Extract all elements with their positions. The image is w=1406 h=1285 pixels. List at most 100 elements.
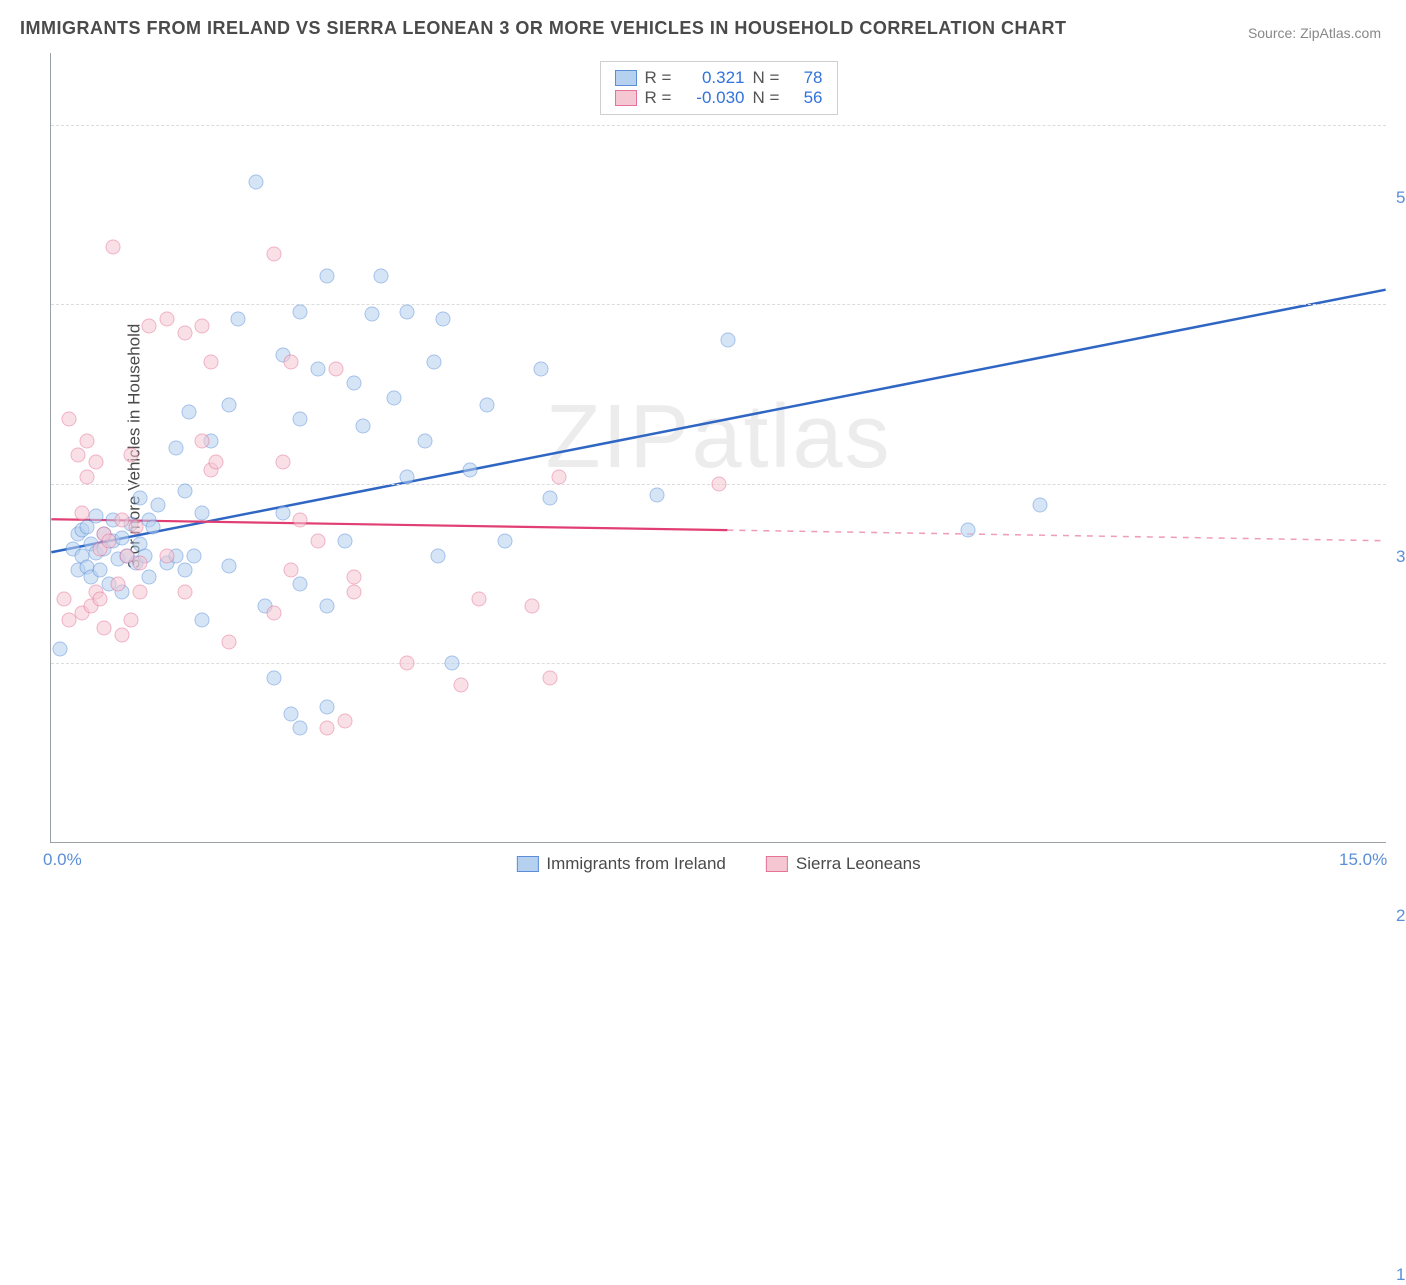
data-point-sierra <box>133 555 148 570</box>
r-value-sierra: -0.030 <box>685 88 745 108</box>
data-point-sierra <box>337 713 352 728</box>
data-point-sierra <box>177 326 192 341</box>
y-tick-label: 37.5% <box>1396 547 1406 567</box>
data-point-ireland <box>168 441 183 456</box>
legend-item-ireland: Immigrants from Ireland <box>516 854 726 874</box>
data-point-ireland <box>284 706 299 721</box>
data-point-sierra <box>88 455 103 470</box>
data-point-sierra <box>110 577 125 592</box>
data-point-ireland <box>52 642 67 657</box>
data-point-ireland <box>435 311 450 326</box>
trend-line-ext-sierra <box>727 530 1385 541</box>
data-point-sierra <box>124 613 139 628</box>
data-point-sierra <box>208 455 223 470</box>
data-point-sierra <box>712 476 727 491</box>
data-point-sierra <box>97 620 112 635</box>
r-value-ireland: 0.321 <box>685 68 745 88</box>
data-point-ireland <box>195 505 210 520</box>
data-point-ireland <box>222 397 237 412</box>
data-point-ireland <box>364 307 379 322</box>
data-point-sierra <box>141 318 156 333</box>
data-point-ireland <box>337 534 352 549</box>
y-tick-label: 50.0% <box>1396 188 1406 208</box>
data-point-ireland <box>462 462 477 477</box>
data-point-ireland <box>355 419 370 434</box>
data-point-sierra <box>284 354 299 369</box>
data-point-ireland <box>400 304 415 319</box>
data-point-ireland <box>533 362 548 377</box>
data-point-ireland <box>195 613 210 628</box>
source-attribution: Source: ZipAtlas.com <box>1248 25 1381 41</box>
data-point-sierra <box>204 354 219 369</box>
data-point-ireland <box>320 699 335 714</box>
trend-line-ireland <box>51 290 1385 553</box>
watermark: ZIPatlas <box>545 386 891 489</box>
swatch-ireland <box>615 70 637 86</box>
data-point-sierra <box>79 469 94 484</box>
data-point-ireland <box>293 412 308 427</box>
data-point-sierra <box>346 570 361 585</box>
trend-lines <box>51 53 1386 842</box>
x-tick-label: 0.0% <box>43 850 82 870</box>
data-point-ireland <box>115 531 130 546</box>
gridline: 37.5% <box>51 304 1386 305</box>
r-label: R = <box>645 88 677 108</box>
correlation-legend: R =0.321N =78R =-0.030N =56 <box>600 61 838 115</box>
data-point-ireland <box>320 599 335 614</box>
data-point-sierra <box>471 591 486 606</box>
data-point-sierra <box>346 584 361 599</box>
data-point-ireland <box>373 268 388 283</box>
data-point-ireland <box>177 563 192 578</box>
data-point-ireland <box>248 175 263 190</box>
data-point-ireland <box>498 534 513 549</box>
data-point-sierra <box>266 606 281 621</box>
legend-label-sierra: Sierra Leoneans <box>796 854 921 874</box>
data-point-ireland <box>182 405 197 420</box>
data-point-ireland <box>346 376 361 391</box>
data-point-sierra <box>128 520 143 535</box>
data-point-ireland <box>231 311 246 326</box>
data-point-sierra <box>61 412 76 427</box>
data-point-sierra <box>106 239 121 254</box>
chart-title: IMMIGRANTS FROM IRELAND VS SIERRA LEONEA… <box>20 18 1067 39</box>
data-point-ireland <box>320 268 335 283</box>
data-point-ireland <box>961 522 976 537</box>
data-point-sierra <box>275 455 290 470</box>
y-tick-label: 12.5% <box>1396 1265 1406 1285</box>
data-point-ireland <box>293 721 308 736</box>
data-point-ireland <box>1032 498 1047 513</box>
series-legend: Immigrants from Ireland Sierra Leoneans <box>516 854 920 874</box>
r-label: R = <box>645 68 677 88</box>
data-point-sierra <box>57 591 72 606</box>
data-point-ireland <box>141 570 156 585</box>
data-point-ireland <box>266 670 281 685</box>
data-point-sierra <box>311 534 326 549</box>
data-point-sierra <box>70 448 85 463</box>
data-point-sierra <box>159 548 174 563</box>
data-point-ireland <box>426 354 441 369</box>
data-point-ireland <box>431 548 446 563</box>
data-point-sierra <box>293 512 308 527</box>
data-point-ireland <box>293 304 308 319</box>
data-point-ireland <box>418 433 433 448</box>
data-point-ireland <box>177 484 192 499</box>
data-point-ireland <box>720 333 735 348</box>
data-point-sierra <box>79 433 94 448</box>
n-value-ireland: 78 <box>793 68 823 88</box>
data-point-sierra <box>195 318 210 333</box>
swatch-ireland <box>516 856 538 872</box>
data-point-sierra <box>524 599 539 614</box>
gridline: 12.5% <box>51 663 1386 664</box>
data-point-sierra <box>101 534 116 549</box>
n-label: N = <box>753 68 785 88</box>
data-point-ireland <box>444 656 459 671</box>
data-point-ireland <box>92 563 107 578</box>
data-point-ireland <box>186 548 201 563</box>
gridline: 50.0% <box>51 125 1386 126</box>
data-point-ireland <box>386 390 401 405</box>
data-point-sierra <box>159 311 174 326</box>
legend-row-ireland: R = 0.321 N = 78 <box>615 68 823 88</box>
data-point-sierra <box>453 678 468 693</box>
data-point-ireland <box>133 491 148 506</box>
data-point-ireland <box>542 491 557 506</box>
